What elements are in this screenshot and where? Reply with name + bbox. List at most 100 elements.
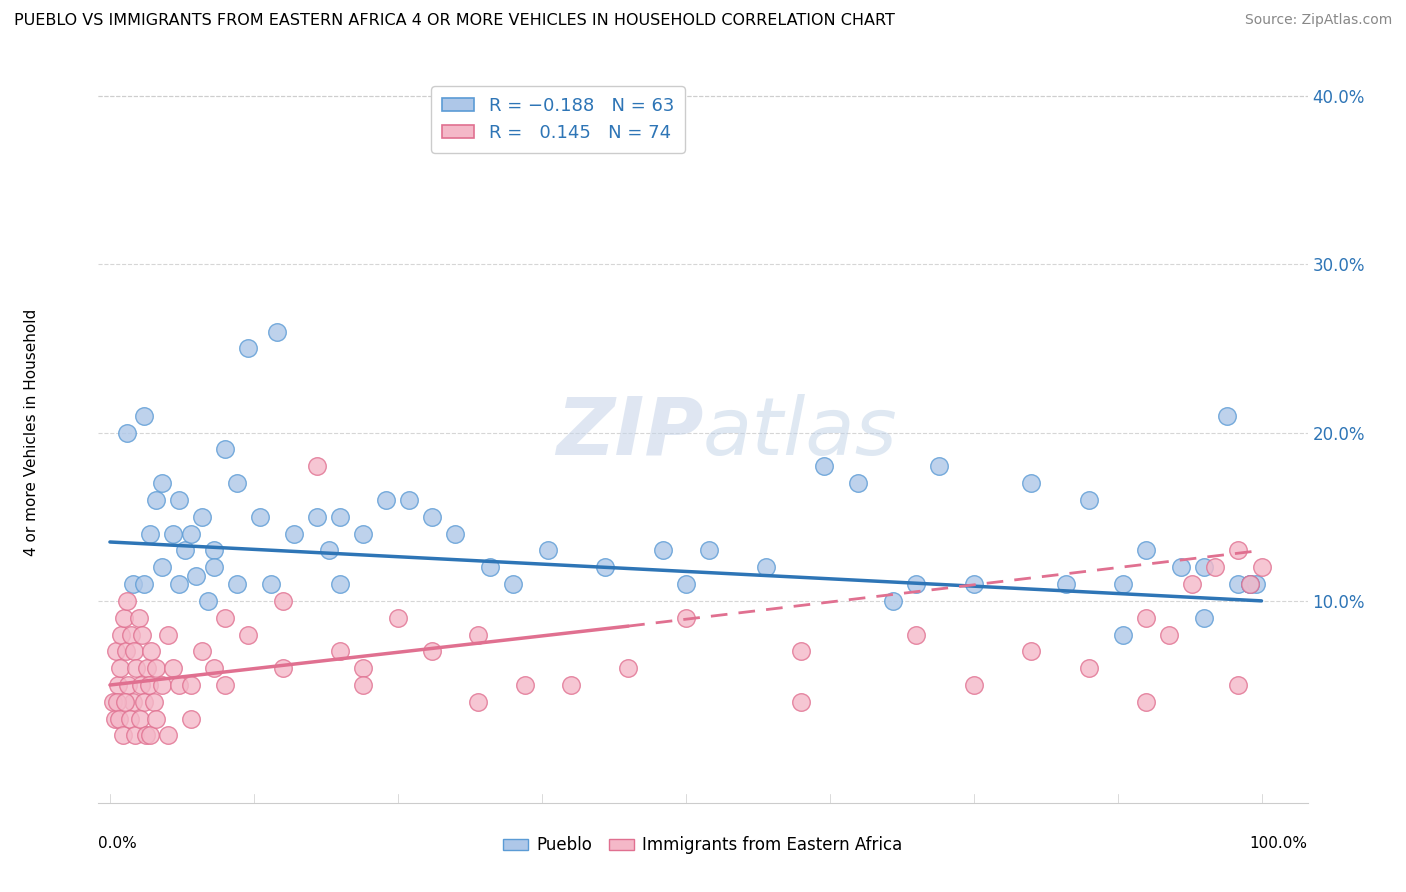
Point (142, 695, 165, 709)
Text: 4 or more Vehicles in Household: 4 or more Vehicles in Household (24, 309, 39, 557)
Point (180, 712, 202, 726)
Point (1239, 577, 1261, 591)
Point (122, 577, 145, 591)
Point (145, 661, 167, 675)
Point (1239, 577, 1261, 591)
Point (513, 678, 536, 692)
Point (1204, 560, 1226, 574)
Point (478, 560, 501, 574)
Point (271, 661, 294, 675)
Point (1077, 492, 1099, 507)
Text: Source: ZipAtlas.com: Source: ZipAtlas.com (1244, 13, 1392, 28)
Point (675, 577, 697, 591)
Point (260, 577, 283, 591)
Point (125, 661, 148, 675)
Point (214, 611, 236, 625)
Point (103, 712, 125, 726)
Point (1170, 560, 1192, 574)
Point (283, 526, 305, 541)
Point (115, 594, 138, 608)
Point (790, 644, 813, 658)
Point (108, 712, 131, 726)
Point (928, 459, 950, 474)
Point (1227, 543, 1250, 558)
Point (962, 678, 984, 692)
Point (162, 661, 184, 675)
Point (236, 342, 259, 356)
Point (186, 568, 208, 582)
Point (167, 492, 190, 507)
Point (1159, 627, 1181, 641)
Point (150, 560, 173, 574)
Point (307, 459, 329, 474)
Point (1244, 577, 1267, 591)
Point (135, 729, 157, 743)
Point (191, 509, 214, 524)
Point (139, 526, 162, 541)
Point (202, 560, 225, 574)
Point (202, 543, 225, 558)
Point (202, 661, 225, 675)
Point (387, 611, 409, 625)
Point (962, 577, 984, 591)
Point (1135, 611, 1157, 625)
Point (141, 644, 163, 658)
Point (139, 729, 162, 743)
Point (114, 695, 136, 709)
Point (813, 459, 835, 474)
Point (150, 476, 173, 491)
Point (1019, 476, 1042, 491)
Point (271, 594, 294, 608)
Point (112, 611, 135, 625)
Point (1135, 695, 1157, 709)
Point (156, 729, 179, 743)
Point (848, 476, 870, 491)
Point (1250, 560, 1272, 574)
Point (1239, 577, 1261, 591)
Point (145, 492, 167, 507)
Point (156, 627, 179, 641)
Point (150, 678, 173, 692)
Point (536, 543, 558, 558)
Point (307, 509, 329, 524)
Point (1019, 644, 1042, 658)
Point (129, 678, 152, 692)
Text: atlas: atlas (703, 393, 898, 472)
Point (1192, 611, 1215, 625)
Point (236, 627, 259, 641)
Point (118, 712, 141, 726)
Point (104, 644, 127, 658)
Point (173, 543, 195, 558)
Point (1192, 560, 1215, 574)
Text: 0.0%: 0.0% (98, 836, 138, 851)
Point (593, 560, 616, 574)
Point (214, 442, 236, 457)
Point (191, 644, 214, 658)
Point (214, 678, 236, 692)
Point (375, 492, 398, 507)
Point (905, 627, 928, 641)
Point (115, 644, 138, 658)
Point (467, 695, 489, 709)
Point (1112, 577, 1135, 591)
Point (790, 695, 813, 709)
Point (120, 627, 142, 641)
Point (225, 476, 247, 491)
Point (422, 644, 444, 658)
Point (1227, 678, 1250, 692)
Point (266, 325, 288, 339)
Point (1077, 661, 1099, 675)
Point (180, 526, 202, 541)
Point (145, 712, 167, 726)
Point (111, 729, 134, 743)
Point (122, 644, 145, 658)
Point (398, 492, 420, 507)
Point (134, 409, 156, 423)
Point (180, 678, 202, 692)
Point (103, 695, 125, 709)
Point (329, 644, 352, 658)
Point (1181, 577, 1204, 591)
Point (617, 661, 640, 675)
Point (422, 509, 444, 524)
Point (134, 577, 156, 591)
